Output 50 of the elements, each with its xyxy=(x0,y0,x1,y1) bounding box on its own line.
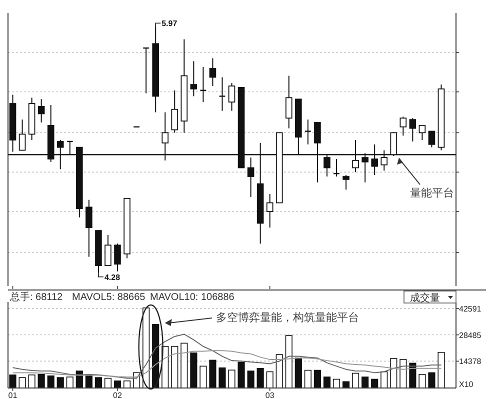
bar xyxy=(66,376,74,388)
y-tick-label: 42591 xyxy=(459,304,482,314)
bar xyxy=(238,362,245,388)
bar xyxy=(171,346,178,388)
bar xyxy=(47,375,54,388)
y-tick-label: 28485 xyxy=(459,330,482,340)
bar xyxy=(18,377,26,388)
bar xyxy=(352,372,360,388)
bar xyxy=(9,374,16,388)
bar xyxy=(209,360,216,388)
y-axis-title: X10 xyxy=(459,380,474,389)
bar xyxy=(294,358,302,388)
bar xyxy=(228,370,236,388)
bar xyxy=(218,367,226,388)
annotation: MAVOL5: 88665 xyxy=(72,292,146,303)
bar xyxy=(94,377,102,388)
annotation: 成交量 xyxy=(410,292,440,304)
bar xyxy=(256,368,264,388)
bar xyxy=(323,376,331,388)
bar xyxy=(190,352,198,388)
bar xyxy=(314,370,321,388)
bar xyxy=(276,354,283,388)
annotation: MAVOL10: 106886 xyxy=(150,292,235,303)
bar xyxy=(180,342,188,388)
bar xyxy=(56,377,64,388)
x-tick-label: 01 xyxy=(8,391,18,399)
bar xyxy=(266,371,274,388)
bar xyxy=(380,371,388,388)
bar xyxy=(152,324,160,388)
bar xyxy=(104,378,112,388)
bar xyxy=(304,370,312,388)
bar xyxy=(362,376,369,388)
x-tick-label: 03 xyxy=(265,391,275,399)
bar xyxy=(418,374,426,388)
bar xyxy=(247,370,254,388)
annotation: 4.28 xyxy=(104,272,121,282)
annotation: 5.97 xyxy=(162,19,178,28)
annotation: 量能平台 xyxy=(410,186,454,200)
bar xyxy=(142,308,150,388)
x-tick-label: 02 xyxy=(113,391,122,399)
annotation: 总手: 68112 xyxy=(9,291,64,303)
bar xyxy=(200,366,207,388)
bar xyxy=(28,374,36,388)
bar xyxy=(428,372,436,388)
y-tick-label: 14378 xyxy=(459,357,482,366)
bar xyxy=(285,335,292,388)
annotation: 多空博弈量能，构筑量能平台 xyxy=(216,311,359,324)
bar xyxy=(38,374,45,388)
bar xyxy=(438,352,445,388)
bar xyxy=(390,358,398,388)
